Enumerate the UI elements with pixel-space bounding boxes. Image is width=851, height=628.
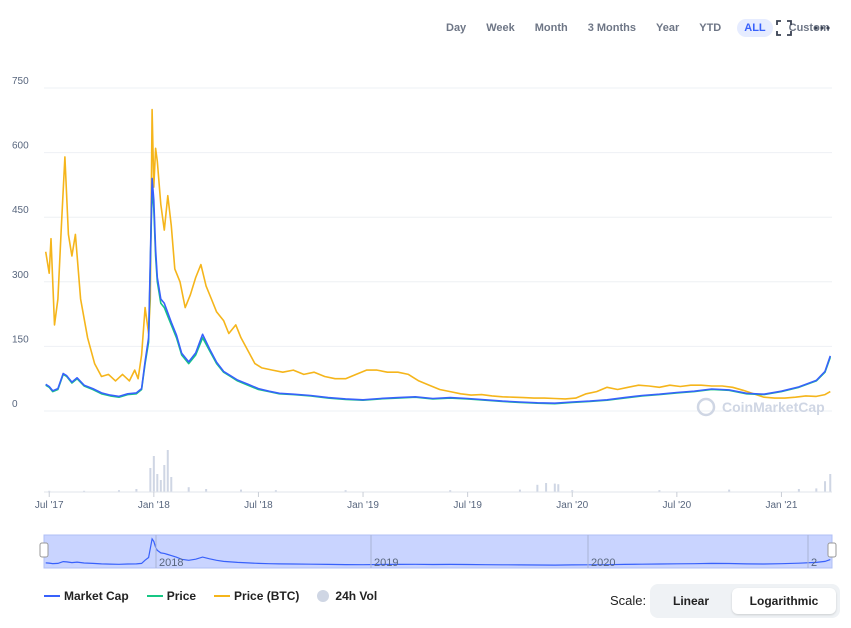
series-line-market-cap bbox=[45, 177, 832, 404]
navigator-handle[interactable] bbox=[39, 542, 49, 558]
volume-bar bbox=[156, 474, 159, 492]
scale-toggle: Linear Logarithmic bbox=[650, 584, 840, 618]
y-tick-label: 0 bbox=[12, 399, 18, 410]
legend-label: Price (BTC) bbox=[234, 589, 300, 603]
range-toolbar: Day Week Month 3 Months Year YTD ALL Custom bbox=[436, 18, 840, 38]
logarithmic-scale-button[interactable]: Logarithmic bbox=[732, 588, 836, 614]
x-tick-label: Jul '19 bbox=[453, 500, 482, 511]
legend-swatch bbox=[317, 590, 330, 602]
volume-bar bbox=[163, 465, 166, 492]
legend-swatch bbox=[146, 595, 163, 597]
volume-bar bbox=[135, 489, 138, 492]
volume-bar bbox=[658, 490, 661, 492]
volume-bar bbox=[240, 489, 242, 492]
y-tick-label: 750 bbox=[12, 76, 29, 87]
x-tick-label: Jan '19 bbox=[347, 500, 379, 511]
volume-bar bbox=[824, 481, 827, 492]
watermark-logo-icon bbox=[696, 397, 716, 417]
volume-bar bbox=[797, 489, 800, 492]
volume-bar bbox=[170, 477, 173, 492]
navigator-series-line bbox=[45, 537, 831, 566]
volume-bar bbox=[536, 484, 539, 492]
y-tick-label: 450 bbox=[12, 205, 29, 216]
linear-scale-button[interactable]: Linear bbox=[672, 594, 709, 608]
chart-legend: Market Cap Price Price (BTC) 24h Vol bbox=[44, 589, 395, 603]
navigator-label: 2020 bbox=[591, 557, 615, 569]
range-button-day[interactable]: Day bbox=[446, 22, 467, 34]
volume-bar bbox=[48, 490, 51, 492]
x-tick-label: Jul '20 bbox=[663, 500, 692, 511]
volume-bar bbox=[149, 468, 152, 492]
range-button-custom[interactable]: Custom bbox=[788, 22, 830, 34]
y-tick-label: 150 bbox=[12, 334, 29, 345]
x-tick-label: Jan '21 bbox=[765, 500, 797, 511]
volume-bar bbox=[829, 474, 832, 492]
volume-bar bbox=[166, 450, 169, 492]
series-line-price-btc- bbox=[44, 108, 831, 400]
range-button-3-months[interactable]: 3 Months bbox=[587, 22, 636, 34]
legend-item[interactable]: Price (BTC) bbox=[214, 589, 299, 603]
volume-bar bbox=[205, 489, 208, 492]
volume-bar bbox=[274, 490, 277, 492]
x-tick-label: Jan '20 bbox=[556, 500, 588, 511]
volume-bar bbox=[344, 490, 347, 492]
navigator-handle[interactable] bbox=[827, 542, 837, 558]
x-tick-label: Jul '18 bbox=[244, 500, 273, 511]
volume-bar bbox=[557, 484, 560, 492]
volume-bar bbox=[449, 490, 452, 492]
volume-bar bbox=[815, 488, 818, 492]
range-button-week[interactable]: Week bbox=[486, 22, 515, 34]
legend-item[interactable]: Price bbox=[146, 589, 197, 603]
navigator-label: 2019 bbox=[374, 557, 398, 569]
volume-bar bbox=[518, 489, 521, 492]
legend-swatch bbox=[214, 595, 231, 597]
volume-bar bbox=[553, 483, 556, 492]
range-button-month[interactable]: Month bbox=[534, 22, 568, 34]
legend-item[interactable]: Market Cap bbox=[44, 589, 129, 603]
volume-bar bbox=[152, 456, 155, 492]
scale-label: Scale: bbox=[610, 593, 647, 608]
navigator-label: 2018 bbox=[159, 557, 183, 569]
y-tick-label: 600 bbox=[12, 141, 29, 152]
more-options-icon[interactable] bbox=[814, 20, 830, 36]
legend-swatch bbox=[44, 595, 60, 597]
x-tick-label: Jul '17 bbox=[35, 500, 64, 511]
volume-bar bbox=[83, 490, 86, 492]
range-button-ytd[interactable]: YTD bbox=[699, 22, 722, 34]
legend-item[interactable]: 24h Vol bbox=[317, 589, 377, 603]
volume-bar bbox=[159, 480, 162, 492]
price-chart: 0 150 300 450 600 750 CoinMarketCap Jul '17 Jan … bbox=[12, 76, 837, 569]
range-button-year[interactable]: Year bbox=[656, 22, 680, 34]
volume-bar bbox=[728, 489, 731, 492]
y-tick-label: 300 bbox=[12, 270, 29, 281]
x-tick-label: Jan '18 bbox=[138, 500, 170, 511]
volume-bar bbox=[545, 483, 548, 492]
legend-label: Market Cap bbox=[64, 589, 129, 603]
watermark: CoinMarketCap bbox=[722, 399, 825, 415]
navigator-label: 2 bbox=[811, 557, 817, 569]
fullscreen-icon[interactable] bbox=[776, 20, 792, 36]
navigator-window bbox=[43, 534, 833, 569]
legend-label: 24h Vol bbox=[335, 589, 378, 603]
volume-bar bbox=[117, 490, 120, 492]
volume-bar bbox=[571, 490, 574, 492]
legend-label: Price bbox=[166, 589, 197, 603]
range-button-all[interactable]: ALL bbox=[737, 19, 773, 37]
volume-bar bbox=[187, 487, 190, 492]
